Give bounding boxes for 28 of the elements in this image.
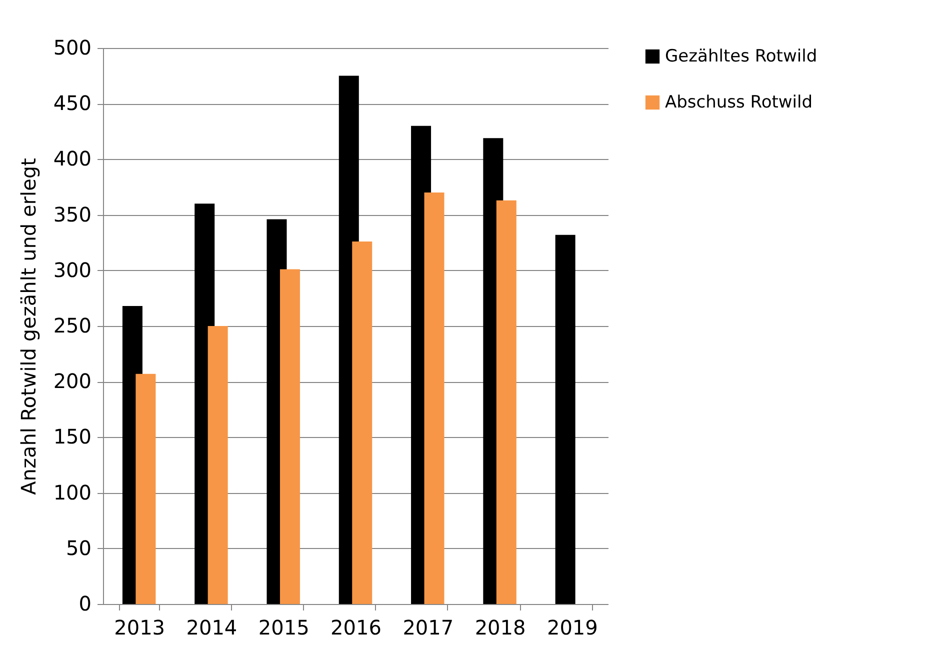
bar <box>136 374 156 604</box>
bar <box>208 326 228 604</box>
y-tick-label: 0 <box>78 592 92 616</box>
bar <box>496 200 516 604</box>
x-tick-label: 2014 <box>186 616 238 640</box>
x-tick-label: 2019 <box>546 616 598 640</box>
y-tick-label: 500 <box>53 36 92 60</box>
x-tick-label: 2013 <box>114 616 166 640</box>
x-tick-label: 2018 <box>474 616 526 640</box>
y-tick-label: 250 <box>53 314 92 338</box>
y-tick-label: 200 <box>53 369 92 394</box>
y-tick-label: 50 <box>66 536 92 560</box>
y-tick-label: 450 <box>53 91 92 116</box>
x-tick-label: 2015 <box>258 616 310 640</box>
bar <box>280 269 300 604</box>
y-tick-label: 100 <box>53 480 92 504</box>
legend-label: Gezähltes Rotwild <box>665 46 818 66</box>
bar <box>352 241 372 604</box>
y-tick-label: 150 <box>53 424 92 449</box>
bar <box>555 234 576 604</box>
y-tick-label: 400 <box>53 146 92 171</box>
x-tick-label: 2016 <box>330 616 382 640</box>
y-tick-label: 350 <box>53 202 92 226</box>
legend-label: Abschuss Rotwild <box>665 92 813 112</box>
bar <box>424 192 444 604</box>
x-tick-label: 2017 <box>402 616 454 640</box>
y-tick-label: 300 <box>53 258 92 282</box>
y-axis-title: Anzahl Rotwild gezählt und erlegt <box>16 158 40 495</box>
